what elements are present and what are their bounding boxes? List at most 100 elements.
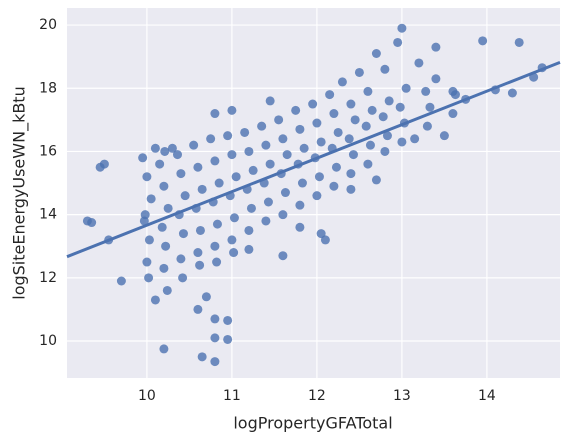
x-tick-label: 11 <box>223 388 241 404</box>
point <box>346 99 356 109</box>
point <box>363 86 373 96</box>
point <box>193 162 203 172</box>
point <box>161 241 171 251</box>
point <box>382 131 392 141</box>
point <box>380 64 390 74</box>
point <box>155 159 165 169</box>
point <box>150 295 160 305</box>
point <box>337 77 347 87</box>
point <box>210 333 220 343</box>
y-tick-label: 12 <box>39 270 57 286</box>
point <box>223 315 233 325</box>
point <box>162 285 172 295</box>
point <box>333 127 343 137</box>
point <box>189 140 199 150</box>
point <box>395 102 405 112</box>
point <box>291 105 301 115</box>
y-tick-label: 16 <box>39 143 57 159</box>
x-axis-label: logPropertyGFATotal <box>233 414 392 433</box>
point <box>248 165 258 175</box>
point <box>378 112 388 122</box>
point <box>159 263 169 273</box>
y-axis-label: logSiteEnergyUseWN_kBtu <box>10 86 30 299</box>
point <box>265 96 275 106</box>
x-tick-label: 12 <box>308 388 326 404</box>
point <box>410 134 420 144</box>
point <box>159 344 169 354</box>
point <box>178 273 188 283</box>
point <box>280 188 290 198</box>
point <box>227 150 237 160</box>
point <box>329 109 339 119</box>
point <box>210 357 220 367</box>
point <box>439 131 449 141</box>
point <box>261 140 271 150</box>
point <box>299 143 309 153</box>
point <box>312 118 322 128</box>
point <box>178 229 188 239</box>
point <box>316 229 326 239</box>
point <box>195 225 205 235</box>
point <box>240 127 250 137</box>
point <box>214 178 224 188</box>
point <box>263 197 273 207</box>
point <box>197 184 207 194</box>
y-tick-label: 14 <box>39 207 57 223</box>
point <box>160 146 170 156</box>
point <box>246 203 256 213</box>
point <box>371 48 381 58</box>
point <box>173 150 182 160</box>
point <box>95 162 105 172</box>
point <box>295 200 305 210</box>
point <box>229 213 239 223</box>
point <box>142 172 152 182</box>
x-tick-label: 13 <box>393 388 411 404</box>
point <box>274 115 284 125</box>
y-tick-label: 10 <box>39 333 57 349</box>
point <box>295 222 305 232</box>
point <box>278 134 288 144</box>
point <box>507 88 517 98</box>
point <box>261 216 271 226</box>
point <box>180 191 190 201</box>
point <box>282 150 292 160</box>
point <box>223 131 233 141</box>
point <box>210 109 220 119</box>
point <box>223 334 233 344</box>
point <box>329 181 339 191</box>
point <box>193 304 203 314</box>
point <box>195 260 205 270</box>
point <box>142 257 152 267</box>
point <box>244 244 254 254</box>
point <box>448 86 458 96</box>
point <box>138 153 148 163</box>
point <box>348 150 358 160</box>
point <box>422 121 432 131</box>
point <box>448 109 458 119</box>
point <box>140 210 150 220</box>
point <box>344 134 354 144</box>
point <box>421 86 431 96</box>
point <box>210 156 220 166</box>
point <box>116 276 126 286</box>
x-tick-label: 14 <box>478 388 496 404</box>
point <box>144 273 154 283</box>
point <box>308 99 318 109</box>
regression-line <box>66 60 561 259</box>
point <box>346 169 356 179</box>
point <box>193 248 203 258</box>
point <box>316 137 326 147</box>
point <box>150 143 160 153</box>
point <box>87 218 97 228</box>
point <box>371 175 381 185</box>
point <box>363 159 373 169</box>
point <box>367 105 377 115</box>
point <box>425 102 435 112</box>
point <box>331 162 341 172</box>
point <box>210 241 220 251</box>
point <box>244 225 254 235</box>
point <box>350 115 360 125</box>
point <box>401 83 411 93</box>
point <box>346 184 356 194</box>
